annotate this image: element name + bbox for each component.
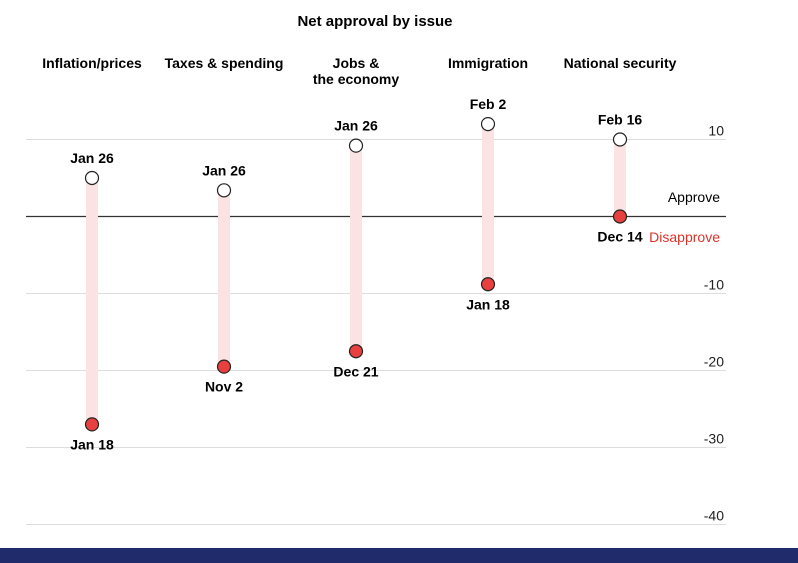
y-tick-label: -30: [704, 431, 724, 447]
chart-title: Net approval by issue: [297, 13, 452, 30]
disapprove-label: Disapprove: [649, 229, 720, 245]
end-date-label: Nov 2: [205, 379, 243, 395]
category-label: Taxes & spending: [165, 55, 284, 71]
end-point: [612, 209, 628, 224]
category-label: National security: [564, 55, 677, 71]
end-date-label: Dec 14: [597, 229, 642, 245]
range-bar: [218, 190, 230, 367]
start-point: [480, 116, 496, 132]
end-date-label: Jan 18: [466, 296, 510, 312]
end-date-label: Jan 18: [70, 436, 114, 452]
start-point: [216, 183, 232, 198]
start-date-label: Feb 16: [598, 112, 643, 128]
range-bar: [482, 124, 494, 285]
category-labels: Inflation/prices Taxes & spending Jobs & th…: [42, 55, 676, 87]
range-bar: [614, 139, 626, 217]
gridlines: [26, 139, 726, 525]
start-date-label: Jan 26: [334, 118, 378, 134]
y-axis-ticks: 10 -10 -20 -30 -40: [704, 123, 724, 524]
category-label: Inflation/prices: [42, 55, 142, 71]
start-date-label: Jan 26: [202, 162, 246, 178]
start-point: [348, 138, 364, 153]
y-tick-label: -40: [704, 508, 724, 524]
footer-bar: [0, 548, 798, 563]
start-date-label: Feb 2: [470, 96, 507, 112]
category-label: Jobs & the economy: [313, 55, 400, 87]
y-tick-label: -20: [704, 354, 724, 370]
start-date-label: Jan 26: [70, 150, 114, 166]
end-point: [84, 417, 100, 432]
y-tick-label: 10: [708, 123, 724, 139]
data-labels: Jan 26 Jan 18 Jan 26 Nov 2 Jan 26 Dec 21 Feb 2…: [70, 96, 643, 452]
end-date-label: Dec 21: [333, 363, 378, 379]
category-label: Immigration: [448, 55, 528, 71]
data-points: [84, 116, 628, 432]
end-point: [480, 277, 496, 292]
range-bar: [350, 145, 362, 352]
range-bars: [86, 124, 626, 425]
end-point: [348, 344, 364, 359]
end-point: [216, 359, 232, 374]
range-bar: [86, 178, 98, 425]
approve-label: Approve: [668, 189, 720, 205]
y-tick-label: -10: [704, 277, 724, 293]
start-point: [612, 132, 628, 147]
start-point: [84, 170, 100, 186]
